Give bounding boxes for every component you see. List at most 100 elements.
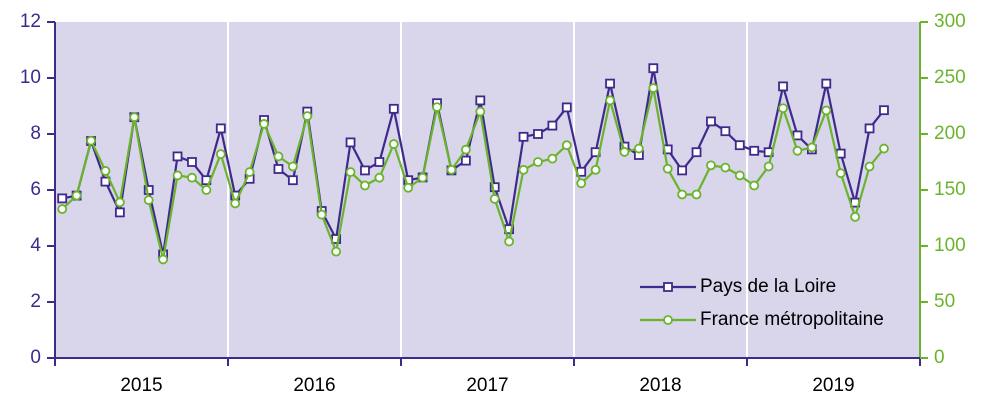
marker	[331, 246, 342, 257]
marker	[114, 197, 125, 208]
marker	[215, 149, 226, 160]
y-tick-label: 8	[30, 123, 41, 144]
marker	[287, 161, 298, 172]
marker	[57, 204, 68, 214]
marker	[547, 120, 558, 131]
marker	[187, 172, 197, 183]
marker	[792, 130, 803, 141]
marker	[749, 145, 760, 156]
marker	[230, 198, 241, 209]
y2-tick-label: 50	[934, 291, 955, 312]
marker	[518, 131, 529, 142]
marker	[374, 172, 385, 183]
marker	[489, 182, 500, 193]
marker	[691, 189, 702, 200]
marker	[86, 135, 96, 146]
marker	[576, 178, 587, 189]
y2-tick-label: 100	[934, 235, 966, 256]
marker	[749, 180, 760, 191]
marker	[244, 167, 255, 177]
y-tick-label: 2	[30, 291, 41, 312]
x-tick-label: 2018	[639, 375, 681, 396]
marker	[663, 282, 673, 292]
marker	[662, 163, 673, 174]
y2-tick-label: 150	[934, 179, 966, 200]
marker	[619, 147, 630, 157]
marker	[201, 185, 212, 195]
x-tick-label: 2019	[812, 375, 854, 396]
marker	[158, 254, 169, 265]
marker	[706, 116, 716, 127]
marker	[633, 143, 644, 154]
marker	[71, 190, 82, 201]
marker	[720, 162, 731, 173]
legend-label: Pays de la Loire	[700, 276, 836, 297]
marker	[879, 105, 889, 116]
x-tick-label: 2017	[466, 375, 508, 396]
marker	[850, 211, 861, 222]
marker	[57, 193, 68, 204]
marker	[778, 103, 788, 114]
marker	[648, 63, 659, 74]
y2-tick-label: 300	[934, 11, 966, 32]
marker	[374, 157, 385, 167]
marker	[835, 168, 846, 179]
y2-tick-label: 200	[934, 123, 966, 144]
marker	[114, 207, 125, 218]
marker	[360, 165, 370, 176]
marker	[663, 315, 673, 325]
marker	[778, 81, 788, 92]
marker	[345, 167, 356, 177]
marker	[547, 153, 558, 164]
marker	[403, 182, 414, 193]
marker	[763, 161, 774, 172]
marker	[287, 175, 298, 186]
marker	[460, 144, 471, 155]
marker	[734, 140, 745, 151]
marker	[792, 145, 803, 156]
marker	[864, 123, 875, 134]
marker	[345, 137, 356, 148]
marker	[605, 78, 615, 89]
marker	[475, 95, 486, 106]
y2-tick-label: 250	[934, 67, 966, 88]
marker	[215, 123, 226, 134]
marker	[100, 166, 111, 176]
marker	[879, 143, 889, 154]
y-tick-label: 10	[20, 67, 41, 88]
x-tick-label: 2016	[293, 375, 335, 396]
y-tick-label: 12	[20, 11, 41, 32]
marker	[821, 78, 832, 89]
marker	[590, 164, 601, 175]
marker	[648, 83, 659, 93]
marker	[734, 170, 745, 181]
marker	[605, 95, 615, 106]
marker	[460, 155, 471, 166]
marker	[720, 126, 731, 137]
marker	[172, 151, 183, 162]
marker	[316, 209, 327, 220]
marker	[561, 140, 572, 151]
marker	[172, 170, 183, 181]
marker	[518, 164, 529, 175]
marker	[388, 139, 399, 149]
marker	[677, 189, 688, 200]
y2-tick-label: 0	[934, 347, 945, 368]
marker	[533, 129, 543, 139]
legend-label: France métropolitaine	[700, 309, 884, 330]
x-tick-label: 2015	[120, 375, 162, 396]
marker	[561, 102, 572, 113]
marker	[259, 119, 269, 129]
marker	[821, 105, 832, 116]
marker	[533, 157, 543, 167]
marker	[388, 103, 399, 114]
y-tick-label: 4	[30, 235, 41, 256]
marker	[504, 236, 515, 247]
marker	[432, 102, 442, 113]
marker	[475, 106, 486, 117]
marker	[691, 147, 702, 158]
marker	[417, 172, 428, 183]
marker	[302, 111, 313, 121]
series-line	[61, 87, 885, 260]
